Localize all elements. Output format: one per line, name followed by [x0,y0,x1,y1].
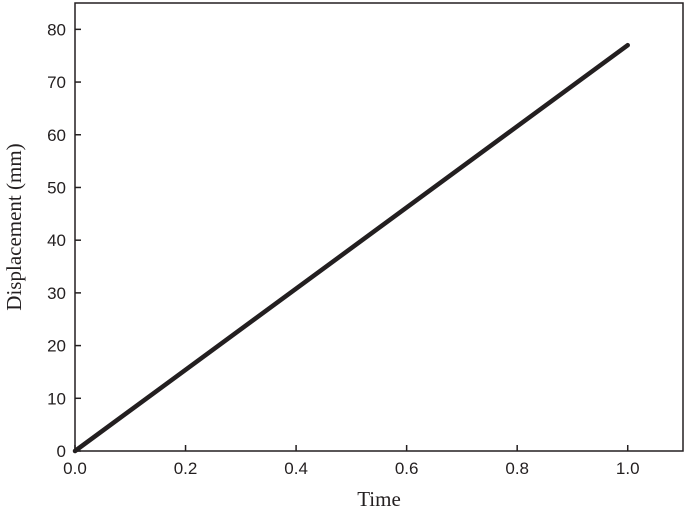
y-tick-label: 20 [47,337,66,356]
x-tick-label: 0.0 [63,459,87,478]
y-tick-label: 50 [47,178,66,197]
plot-frame [74,2,684,452]
y-tick-label: 70 [47,73,66,92]
x-tick-label: 0.4 [284,459,308,478]
x-tick-label: 0.8 [505,459,529,478]
x-tick-label: 1.0 [616,459,640,478]
y-tick-label: 30 [47,284,66,303]
data-line [72,42,630,454]
y-tick-label: 40 [47,231,66,250]
y-tick-label: 10 [47,389,66,408]
y-tick-label: 80 [47,20,66,39]
x-axis-label: Time [357,487,401,511]
y-tick-label: 0 [57,442,66,461]
y-tick-label: 60 [47,126,66,145]
y-axis-label: Displacement (mm) [2,143,26,310]
x-tick-label: 0.2 [174,459,198,478]
x-tick-label: 0.6 [395,459,419,478]
